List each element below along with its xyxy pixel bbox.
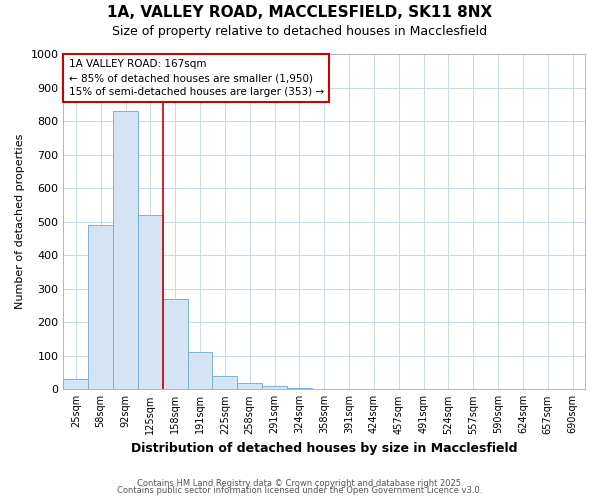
Bar [88,225,113,390]
Bar [113,111,138,390]
Text: Size of property relative to detached houses in Macclesfield: Size of property relative to detached ho… [112,25,488,38]
Bar [287,388,312,390]
Bar [138,215,163,390]
Bar [237,382,262,390]
Text: 1A, VALLEY ROAD, MACCLESFIELD, SK11 8NX: 1A, VALLEY ROAD, MACCLESFIELD, SK11 8NX [107,5,493,20]
Bar [212,376,237,390]
Y-axis label: Number of detached properties: Number of detached properties [15,134,25,310]
Bar [262,386,287,390]
Bar [188,352,212,390]
Bar [163,299,188,390]
X-axis label: Distribution of detached houses by size in Macclesfield: Distribution of detached houses by size … [131,442,517,455]
Text: Contains HM Land Registry data © Crown copyright and database right 2025.: Contains HM Land Registry data © Crown c… [137,478,463,488]
Text: 1A VALLEY ROAD: 167sqm
← 85% of detached houses are smaller (1,950)
15% of semi-: 1A VALLEY ROAD: 167sqm ← 85% of detached… [68,59,324,97]
Bar [64,379,88,390]
Text: Contains public sector information licensed under the Open Government Licence v3: Contains public sector information licen… [118,486,482,495]
